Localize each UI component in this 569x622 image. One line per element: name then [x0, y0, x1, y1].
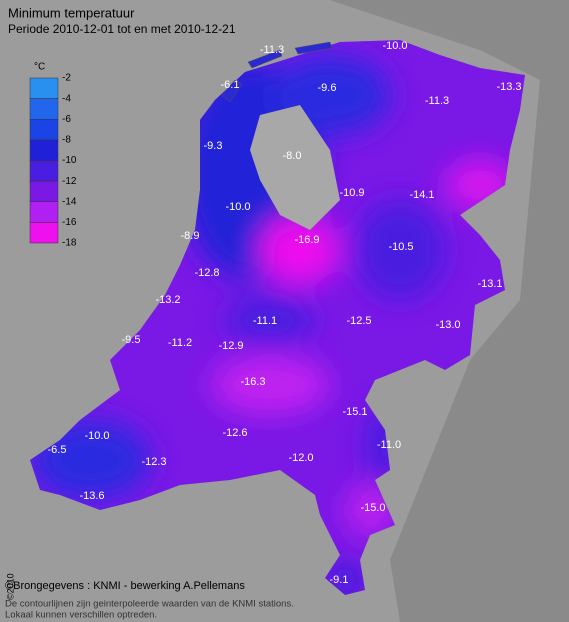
station-value: -15.1 [342, 406, 367, 418]
station-value: -13.3 [496, 81, 521, 93]
station-value: -9.1 [330, 574, 349, 586]
title: Minimum temperatuur [8, 5, 135, 20]
station-value: -12.5 [346, 315, 371, 327]
station-value: -8.0 [283, 150, 302, 162]
subtitle: Periode 2010-12-01 tot en met 2010-12-21 [8, 22, 236, 36]
legend-label: -6 [62, 114, 71, 125]
station-value: -10.0 [84, 430, 109, 442]
station-value: -9.6 [318, 82, 337, 94]
legend-label: -16 [62, 217, 77, 228]
station-value: -12.0 [288, 452, 313, 464]
legend-swatch [29, 201, 59, 223]
station-value: -12.3 [141, 456, 166, 468]
station-value: -12.8 [194, 267, 219, 279]
station-value: -6.1 [221, 79, 240, 91]
station-value: -10.9 [339, 187, 364, 199]
station-value: -11.0 [377, 439, 401, 451]
station-value: -10.5 [388, 241, 413, 253]
legend-label: -14 [62, 196, 77, 207]
station-value: -10.0 [382, 40, 407, 52]
legend-label: -8 [62, 135, 71, 146]
station-value: -9.3 [204, 140, 223, 152]
legend-swatch [29, 77, 59, 99]
legend-label: -4 [62, 93, 71, 104]
legend-swatch [29, 180, 59, 202]
station-value: -12.6 [222, 427, 247, 439]
legend-swatch [29, 139, 59, 161]
station-value: -11.1 [253, 315, 277, 327]
legend-swatch [29, 160, 59, 182]
footer-line: Lokaal kunnen verschillen optreden. [5, 610, 157, 621]
station-value: -16.3 [240, 376, 265, 388]
station-value: -11.3 [260, 44, 284, 56]
islands [221, 41, 333, 103]
station-value: -11.3 [425, 95, 449, 107]
credits: ©Brongegevens : KNMI - bewerking A.Pelle… [5, 580, 245, 592]
station-value: -13.6 [79, 490, 104, 502]
station-value: -11.2 [168, 337, 192, 349]
station-value: -9.5 [122, 334, 141, 346]
legend-swatch [29, 222, 59, 244]
legend-swatch [29, 98, 59, 120]
station-value: -13.1 [477, 278, 502, 290]
station-value: -6.5 [48, 444, 67, 456]
legend-label: -18 [62, 238, 77, 249]
neighbour-land [330, 0, 569, 622]
legend: °C -2 -4 -6 -8 -10 -12 -14 -16 -18 [29, 62, 77, 249]
legend-label: -2 [62, 73, 71, 84]
legend-swatch [29, 119, 59, 141]
legend-label: -12 [62, 176, 77, 187]
copyright-year: ©2010 [5, 573, 15, 600]
station-value: -14.1 [409, 189, 434, 201]
station-value: -16.9 [294, 234, 319, 246]
station-value: -15.0 [360, 502, 385, 514]
station-value: -13.2 [155, 294, 180, 306]
legend-unit: °C [34, 62, 45, 73]
station-value: -10.0 [225, 201, 250, 213]
station-value: -12.9 [218, 340, 243, 352]
station-value: -13.0 [435, 319, 460, 331]
station-value: -8.9 [181, 230, 200, 242]
legend-label: -10 [62, 155, 77, 166]
footer-line: De contourlijnen zijn geinterpoleerde wa… [5, 599, 294, 610]
